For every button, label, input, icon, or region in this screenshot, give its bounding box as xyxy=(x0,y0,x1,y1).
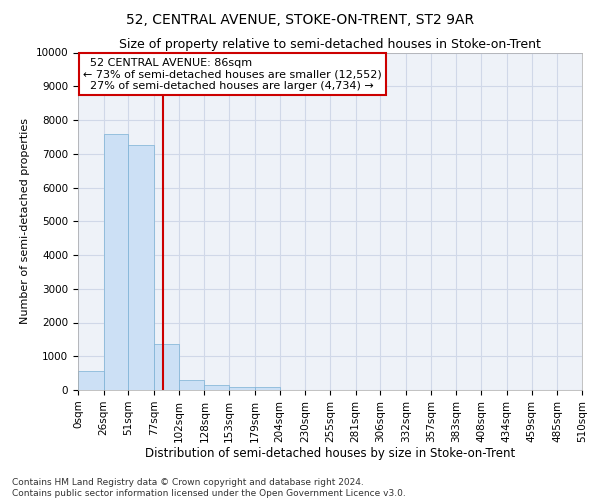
Y-axis label: Number of semi-detached properties: Number of semi-detached properties xyxy=(20,118,30,324)
Text: 52 CENTRAL AVENUE: 86sqm
← 73% of semi-detached houses are smaller (12,552)
  27: 52 CENTRAL AVENUE: 86sqm ← 73% of semi-d… xyxy=(83,58,382,91)
Bar xyxy=(229,386,255,390)
Title: Size of property relative to semi-detached houses in Stoke-on-Trent: Size of property relative to semi-detach… xyxy=(119,38,541,52)
Bar xyxy=(104,134,128,390)
Bar xyxy=(179,380,205,390)
Bar xyxy=(255,388,280,390)
X-axis label: Distribution of semi-detached houses by size in Stoke-on-Trent: Distribution of semi-detached houses by … xyxy=(145,448,515,460)
Bar xyxy=(154,344,179,390)
Bar xyxy=(78,372,104,390)
Text: Contains HM Land Registry data © Crown copyright and database right 2024.
Contai: Contains HM Land Registry data © Crown c… xyxy=(12,478,406,498)
Bar xyxy=(205,385,229,390)
Bar xyxy=(128,146,154,390)
Text: 52, CENTRAL AVENUE, STOKE-ON-TRENT, ST2 9AR: 52, CENTRAL AVENUE, STOKE-ON-TRENT, ST2 … xyxy=(126,12,474,26)
